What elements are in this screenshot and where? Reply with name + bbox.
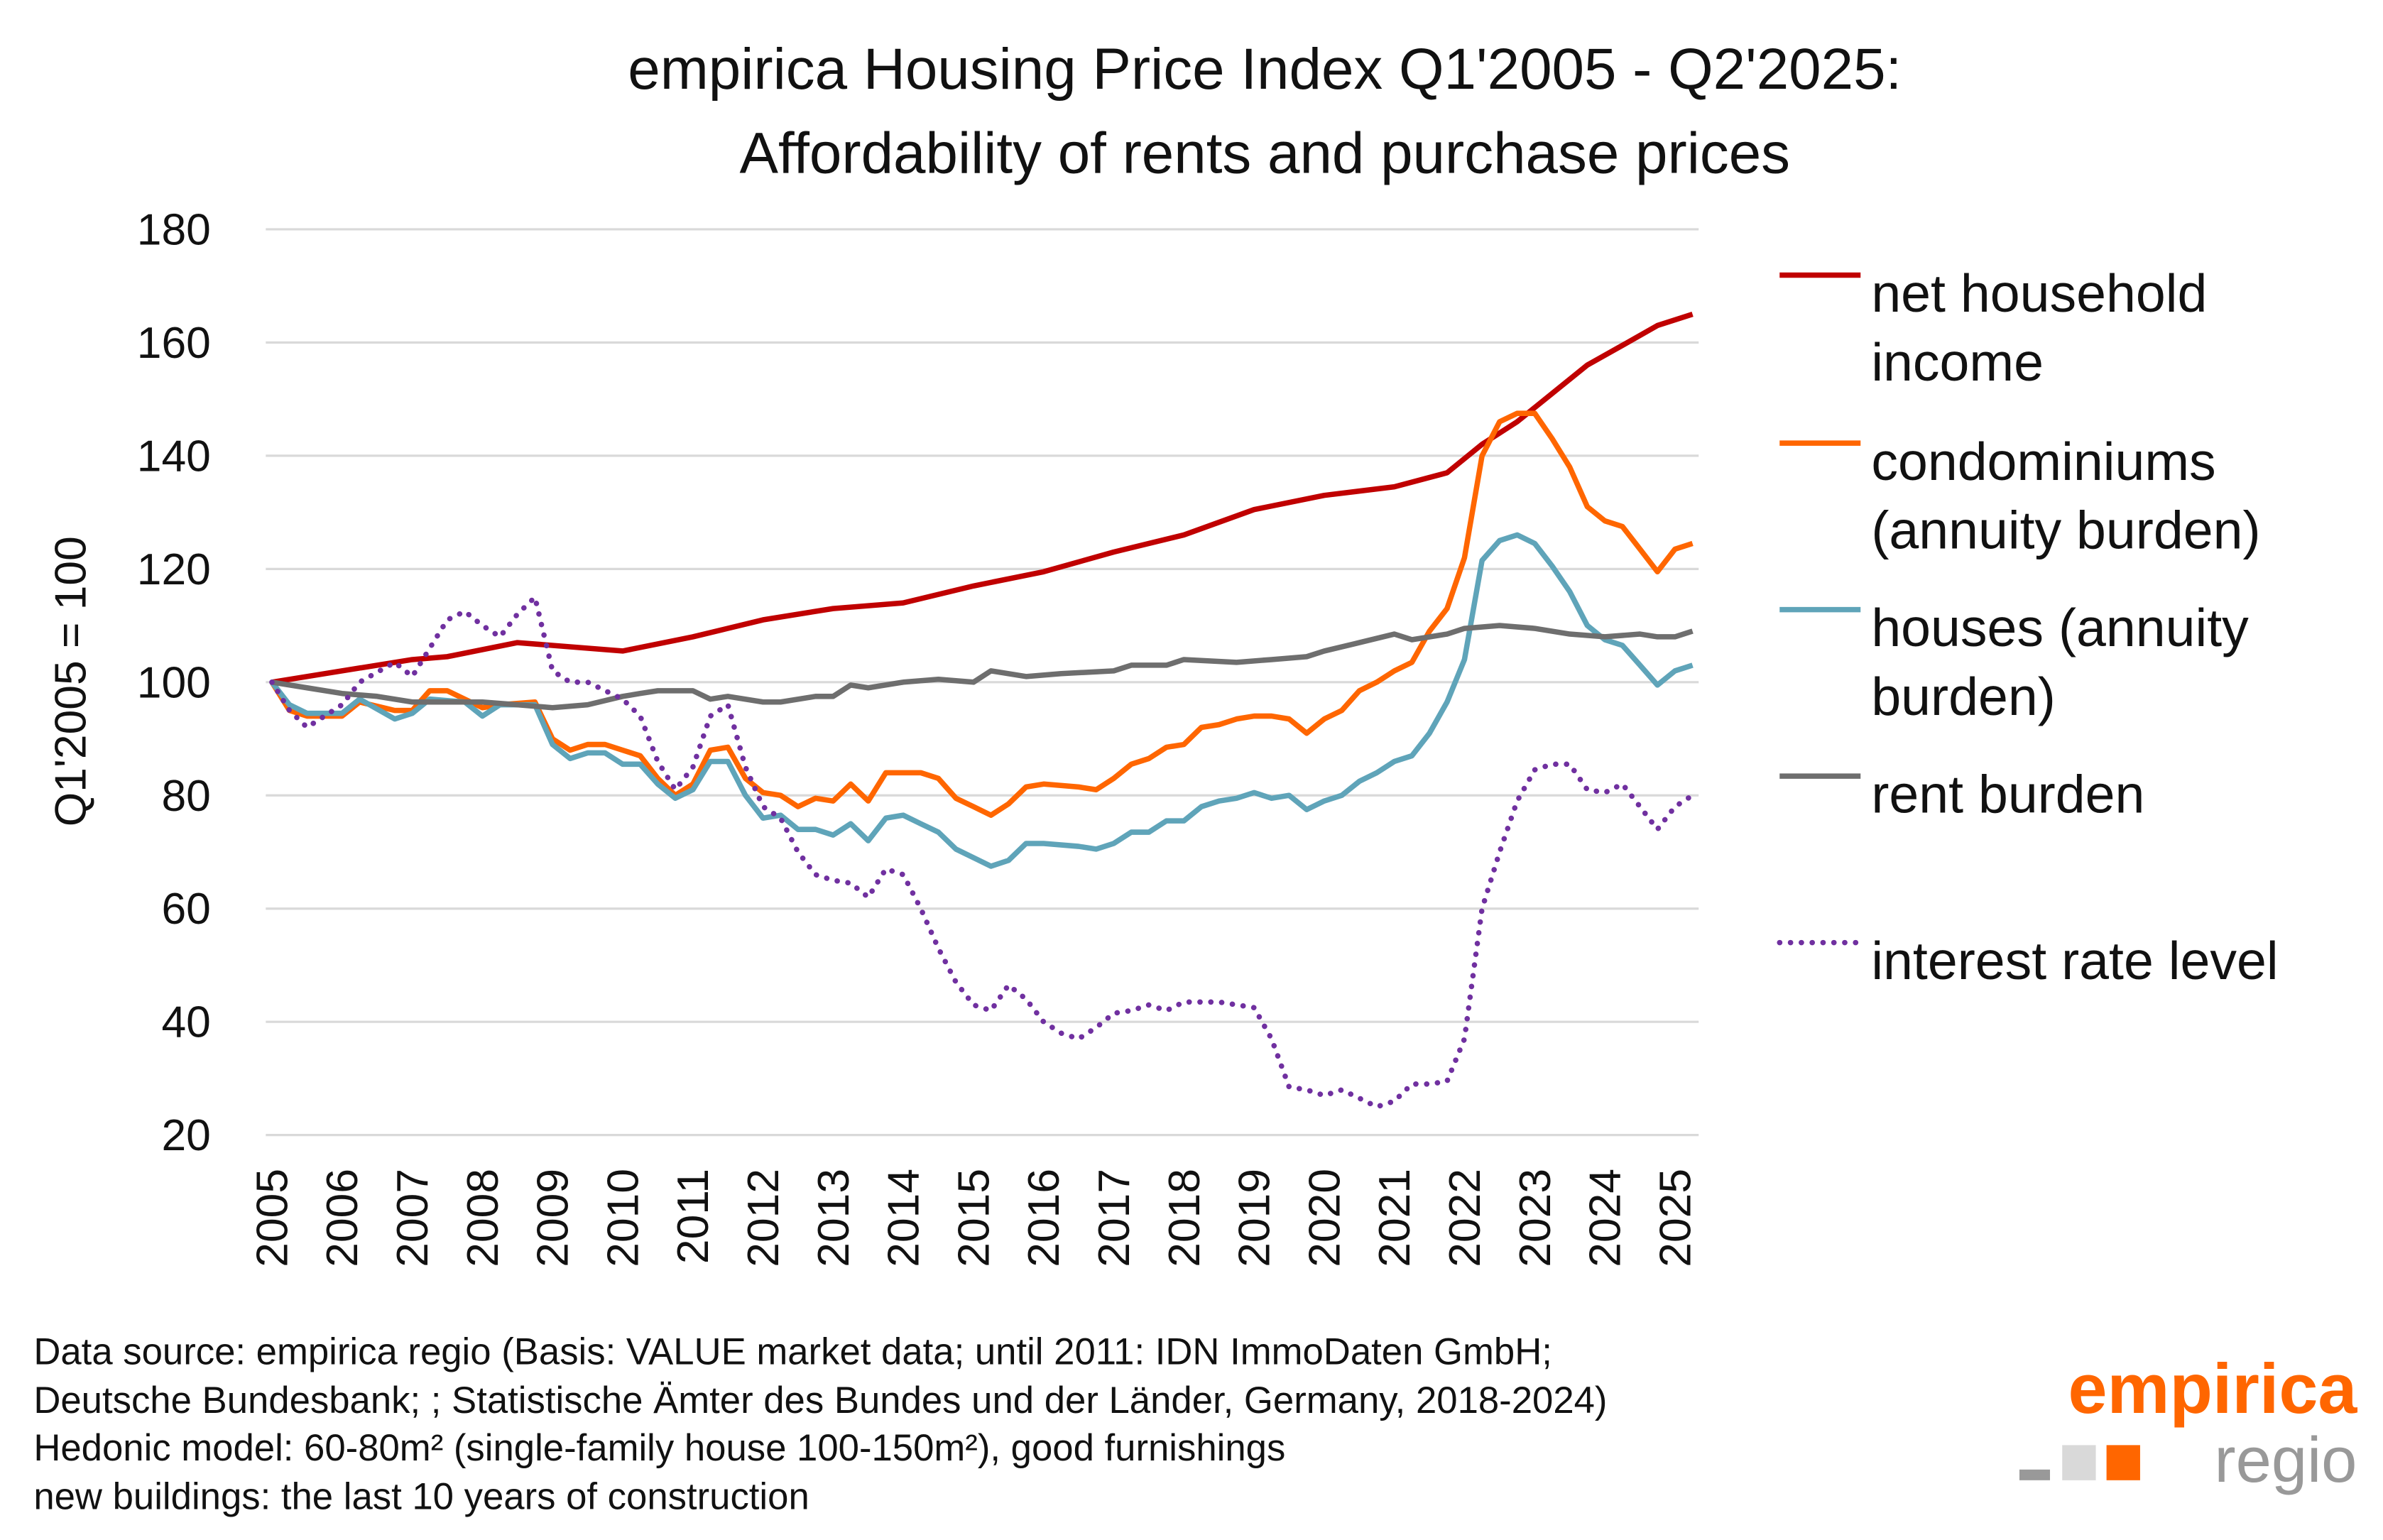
footer-line-3: Hedonic model: 60-80m² (single-family ho… xyxy=(33,1427,1285,1469)
x-tick-label: 2019 xyxy=(1231,1169,1280,1267)
y-axis-ticks: 20 40 60 80 100 120 140 160 180 xyxy=(137,205,211,1160)
chart-title-line-2: Affordability of rents and purchase pric… xyxy=(739,121,1790,185)
y-tick-label: 140 xyxy=(137,432,211,481)
series-line-3 xyxy=(271,623,1694,711)
y-tick-label: 60 xyxy=(161,885,210,934)
x-tick-label: 2012 xyxy=(739,1169,788,1267)
series-line-0 xyxy=(271,311,1694,685)
x-tick-label: 2017 xyxy=(1090,1169,1139,1267)
legend-label: net household xyxy=(1871,263,2207,323)
x-axis-ticks: 2005 2006 2007 2008 2009 2010 2011 2012 2013 2014… xyxy=(248,1169,1700,1267)
y-tick-label: 180 xyxy=(137,205,211,254)
legend-label: interest rate level xyxy=(1871,931,2278,990)
footer-line-2: Deutsche Bundesbank; ; Statistische Ämte… xyxy=(33,1380,1607,1421)
y-tick-label: 80 xyxy=(161,772,210,821)
x-tick-label: 2014 xyxy=(880,1169,929,1267)
x-tick-label: 2018 xyxy=(1160,1169,1209,1267)
legend-label: income xyxy=(1871,332,2044,392)
y-tick-label: 160 xyxy=(137,319,211,368)
footer-line-1: Data source: empirica regio (Basis: VALU… xyxy=(33,1331,1552,1372)
x-tick-label: 2022 xyxy=(1441,1169,1490,1267)
series-lines xyxy=(269,311,1696,1110)
x-tick-label: 2023 xyxy=(1511,1169,1560,1267)
legend: net household income condominiums (annuity … xyxy=(1777,263,2279,990)
y-tick-label: 20 xyxy=(161,1111,210,1160)
x-tick-label: 2007 xyxy=(388,1169,437,1267)
series-line-4 xyxy=(269,594,1696,1110)
logo-regio: regio xyxy=(2215,1424,2357,1496)
y-tick-label: 100 xyxy=(137,658,211,707)
footer: Data source: empirica regio (Basis: VALU… xyxy=(33,1331,1607,1517)
y-tick-label: 120 xyxy=(137,545,211,594)
x-tick-label: 2015 xyxy=(949,1169,998,1267)
legend-label: condominiums xyxy=(1871,432,2215,491)
logo-empirica: empirica xyxy=(2068,1349,2357,1428)
logo-square-orange xyxy=(2106,1445,2140,1480)
legend-label: rent burden xyxy=(1871,765,2144,824)
y-axis-label: Q1'2005 = 100 xyxy=(46,536,95,826)
chart-title-line-1: empirica Housing Price Index Q1'2005 - Q… xyxy=(628,37,1902,102)
x-tick-label: 2025 xyxy=(1651,1169,1700,1267)
legend-label: burden) xyxy=(1871,667,2055,726)
logo-square-light xyxy=(2062,1445,2096,1480)
logo-square-gray xyxy=(2019,1469,2051,1480)
x-tick-label: 2011 xyxy=(669,1169,718,1264)
y-tick-label: 40 xyxy=(161,998,210,1047)
series-line-1 xyxy=(269,410,1694,818)
empirica-regio-logo: empirica regio xyxy=(2019,1349,2357,1496)
x-tick-label: 2020 xyxy=(1300,1169,1349,1267)
x-tick-label: 2005 xyxy=(248,1169,297,1267)
x-tick-label: 2021 xyxy=(1370,1169,1419,1267)
x-tick-label: 2024 xyxy=(1581,1169,1630,1267)
legend-label: houses (annuity xyxy=(1871,598,2249,657)
x-tick-label: 2006 xyxy=(318,1169,367,1267)
footer-line-4: new buildings: the last 10 years of cons… xyxy=(33,1476,809,1518)
gridlines xyxy=(266,228,1699,1137)
x-tick-label: 2008 xyxy=(459,1169,508,1267)
x-tick-label: 2016 xyxy=(1020,1169,1069,1267)
x-tick-label: 2009 xyxy=(529,1169,578,1267)
legend-label: (annuity burden) xyxy=(1871,501,2260,560)
x-tick-label: 2010 xyxy=(599,1169,648,1267)
x-tick-label: 2013 xyxy=(809,1169,858,1267)
